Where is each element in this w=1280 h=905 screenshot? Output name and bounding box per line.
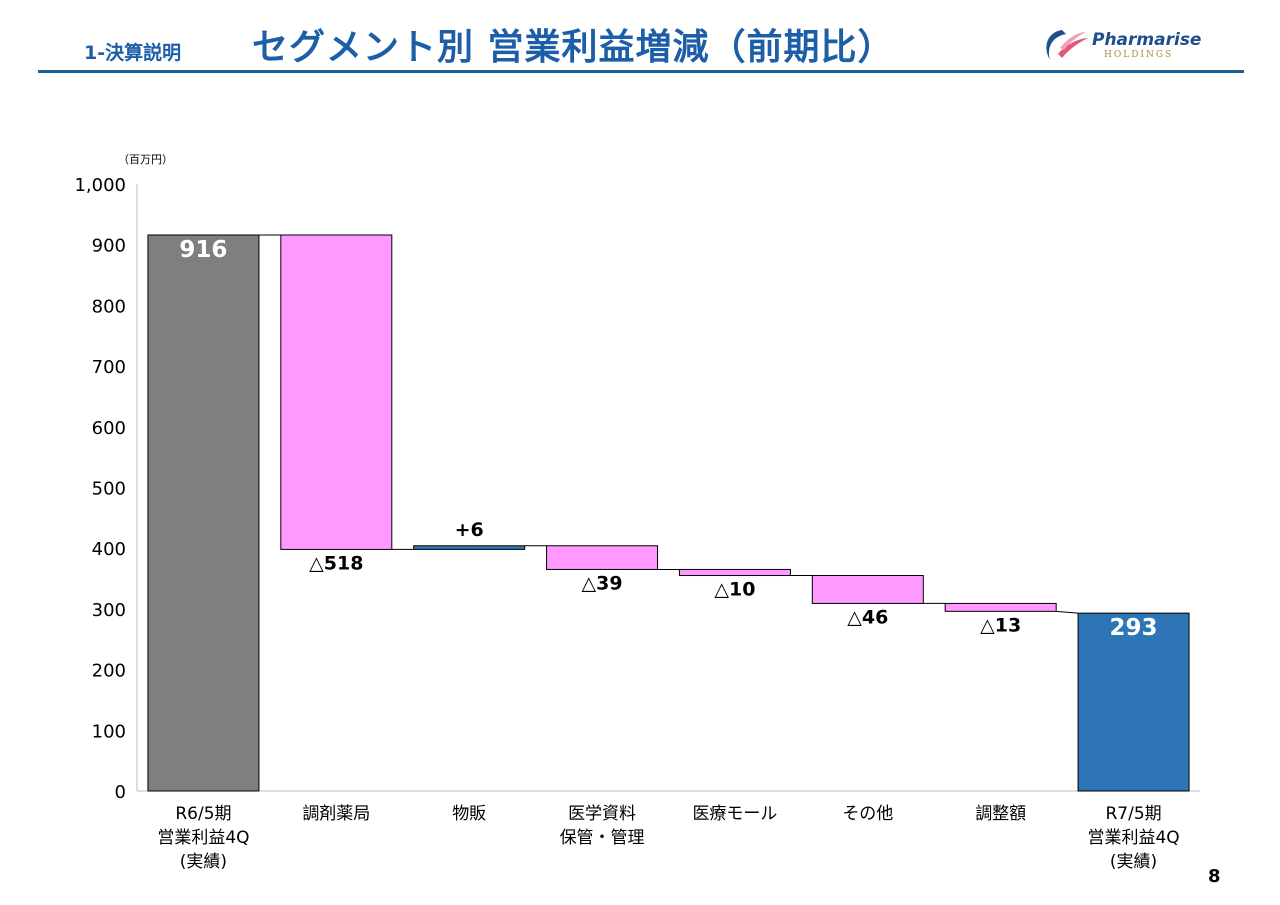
waterfall-bar	[546, 545, 659, 570]
y-tick-label: 100	[92, 721, 126, 742]
data-label: △46	[847, 606, 888, 628]
y-tick-label: 800	[92, 296, 126, 317]
waterfall-bar	[147, 234, 260, 792]
data-label: △39	[582, 572, 623, 594]
y-tick-label: 700	[92, 357, 126, 378]
header-divider	[38, 70, 1244, 73]
data-label: +6	[455, 519, 484, 541]
connector-line	[1056, 610, 1079, 614]
y-tick-label: 900	[92, 236, 126, 257]
waterfall-bar	[280, 234, 393, 550]
logo-name: Pharmarise	[1092, 30, 1202, 50]
y-tick-label: 500	[92, 479, 126, 500]
page-number: 8	[1208, 866, 1221, 887]
category-label: 医療モール	[692, 804, 777, 824]
y-tick-label: 300	[92, 600, 126, 621]
category-label: (実績)	[180, 852, 227, 872]
data-label: 916	[179, 237, 227, 263]
waterfall-bar	[1077, 612, 1190, 792]
y-tick-label: 400	[92, 539, 126, 560]
category-label: R6/5期	[175, 804, 231, 824]
data-label: △518	[309, 552, 363, 574]
category-label: R7/5期	[1105, 804, 1161, 824]
category-label: 医学資料	[568, 804, 636, 824]
waterfall-bar	[678, 568, 791, 577]
category-label: その他	[842, 804, 893, 824]
y-tick-label: 600	[92, 418, 126, 439]
data-label: 293	[1110, 615, 1158, 641]
y-tick-label: 200	[92, 661, 126, 682]
y-tick-label: 0	[115, 782, 126, 803]
category-label: 営業利益4Q	[157, 828, 249, 848]
waterfall-bar	[944, 602, 1057, 612]
waterfall-bar	[413, 545, 526, 550]
category-label: 調剤薬局	[302, 804, 370, 824]
y-unit-label: （百万円）	[118, 153, 173, 166]
data-label: △10	[714, 579, 755, 601]
category-label: (実績)	[1110, 852, 1157, 872]
y-tick-label: 1,000	[74, 175, 126, 196]
waterfall-bar	[811, 575, 924, 604]
data-label: △13	[980, 614, 1021, 636]
company-logo: Pharmarise HOLDINGS	[1040, 24, 1202, 66]
logo-subtitle: HOLDINGS	[1104, 50, 1174, 60]
page-title: セグメント別 営業利益増減（前期比）	[252, 27, 895, 68]
category-label: 保管・管理	[560, 828, 645, 848]
category-label: 調整額	[975, 804, 1026, 824]
category-label: 物販	[452, 804, 486, 824]
logo-mark-icon	[1046, 30, 1088, 60]
section-label: 1-決算説明	[84, 42, 182, 64]
category-label: 営業利益4Q	[1087, 828, 1179, 848]
